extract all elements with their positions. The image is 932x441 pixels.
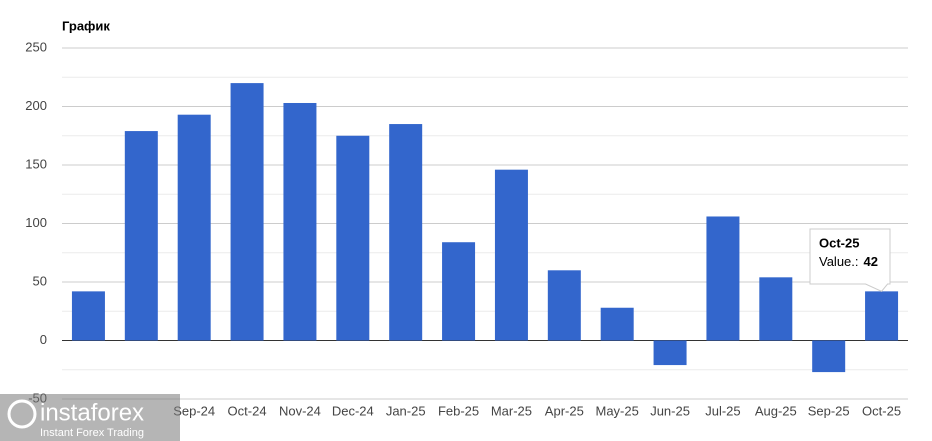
x-tick-label: Feb-25 bbox=[438, 403, 479, 418]
bar bbox=[389, 124, 423, 341]
x-tick-label: Jun-25 bbox=[650, 403, 690, 418]
x-tick-label: May-25 bbox=[596, 403, 639, 418]
x-tick-label: Jul-25 bbox=[705, 403, 740, 418]
bar bbox=[336, 135, 370, 341]
x-tick-label: Sep-24 bbox=[173, 403, 215, 418]
bar bbox=[230, 83, 264, 341]
watermark-logo bbox=[7, 399, 37, 429]
tooltip-number: 42 bbox=[864, 254, 878, 269]
watermark-tagline: Instant Forex Trading bbox=[40, 427, 144, 439]
tooltip-label: Value.: bbox=[819, 254, 859, 269]
watermark-brand: instaforex bbox=[40, 399, 144, 426]
bar bbox=[706, 216, 740, 341]
bar bbox=[283, 102, 317, 341]
bar bbox=[547, 270, 581, 341]
y-tick-label: 100 bbox=[25, 215, 47, 230]
x-tick-label: Apr-25 bbox=[545, 403, 584, 418]
y-tick-label: 50 bbox=[33, 273, 47, 288]
bar bbox=[494, 169, 528, 341]
tooltip-category: Oct-25 bbox=[819, 235, 859, 250]
bar bbox=[124, 131, 158, 341]
bar bbox=[600, 307, 634, 341]
tooltip-value: Value.: 42 bbox=[819, 254, 878, 269]
x-tick-label: Mar-25 bbox=[491, 403, 532, 418]
x-tick-label: Oct-25 bbox=[862, 403, 901, 418]
x-tick-label: Oct-24 bbox=[228, 403, 267, 418]
y-tick-label: 200 bbox=[25, 98, 47, 113]
tooltip-box bbox=[809, 228, 891, 292]
x-tick-label: Dec-24 bbox=[332, 403, 374, 418]
bar bbox=[177, 114, 211, 341]
bar bbox=[71, 291, 105, 341]
chart-title: График bbox=[62, 18, 110, 33]
bar bbox=[759, 277, 793, 341]
y-tick-label: 250 bbox=[25, 39, 47, 54]
x-tick-label: Sep-25 bbox=[808, 403, 850, 418]
watermark-bg bbox=[0, 394, 180, 441]
bar bbox=[653, 340, 687, 366]
x-tick-label: Aug-25 bbox=[755, 403, 797, 418]
y-tick-label: 150 bbox=[25, 156, 47, 171]
tooltip: Oct-25 Value.: 42 bbox=[809, 228, 891, 292]
bar bbox=[865, 291, 899, 341]
x-tick-label: Jan-25 bbox=[386, 403, 426, 418]
y-tick-label: 0 bbox=[40, 332, 47, 347]
bar bbox=[442, 242, 476, 341]
x-tick-label: Nov-24 bbox=[279, 403, 321, 418]
bar bbox=[812, 340, 846, 373]
